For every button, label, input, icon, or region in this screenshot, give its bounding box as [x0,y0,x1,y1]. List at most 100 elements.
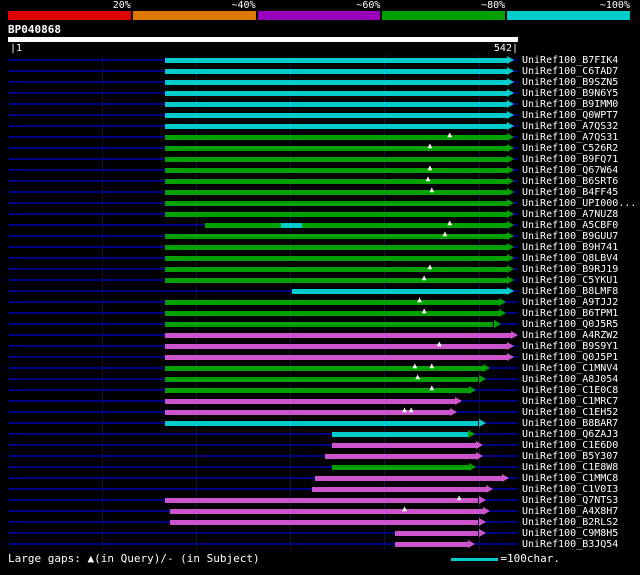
alignment-row: ▲ UniRef100_C1E0C8 [0,383,640,396]
hit-label[interactable]: UniRef100_B4FF45 [522,187,619,198]
hit-label[interactable]: UniRef100_C1E0C8 [522,385,619,396]
hit-bar[interactable] [165,355,507,360]
hit-bar[interactable] [169,520,479,525]
hit-bar[interactable] [165,366,484,371]
hit-label[interactable]: UniRef100_A8J054 [522,374,619,385]
hit-arrowhead-icon [468,430,476,438]
hit-bar[interactable] [165,113,507,118]
hit-bar[interactable] [165,256,507,261]
hit-bar[interactable] [165,135,507,140]
hit-bar[interactable] [325,454,476,459]
hit-bar[interactable] [165,124,507,129]
hit-bar[interactable] [204,223,281,228]
hit-label[interactable]: UniRef100_B9IMM0 [522,99,619,110]
hit-bar[interactable] [165,498,479,503]
hit-label[interactable]: UniRef100_C1E6D0 [522,440,619,451]
hit-label[interactable]: UniRef100_C526R2 [522,143,619,154]
hit-bar[interactable] [165,201,507,206]
hit-bar[interactable] [165,322,494,327]
hit-label[interactable]: UniRef100_A7QS32 [522,121,619,132]
hit-bar[interactable] [331,432,469,437]
gap-marker-icon: ▲ [429,383,435,392]
hit-bar[interactable] [165,311,500,316]
hit-label[interactable]: UniRef100_C1V0I3 [522,484,619,495]
hit-bar[interactable] [292,289,507,294]
hit-bar[interactable] [165,388,469,393]
hit-bar[interactable] [165,377,479,382]
hit-label[interactable]: UniRef100_C9M8H5 [522,528,619,539]
hit-bar[interactable] [165,58,507,63]
hit-label[interactable]: UniRef100_A4X8H7 [522,506,619,517]
hit-bar[interactable] [165,421,479,426]
hit-label[interactable]: UniRef100_Q0J5R5 [522,319,619,330]
hit-label[interactable]: UniRef100_Q8LBV4 [522,253,619,264]
hit-label[interactable]: UniRef100_B6SRT6 [522,176,619,187]
hit-bar[interactable] [165,399,455,404]
hit-bar[interactable] [331,443,476,448]
hit-label[interactable]: UniRef100_A4RZW2 [522,330,619,341]
hit-label[interactable]: UniRef100_C1E8W8 [522,462,619,473]
hit-label[interactable]: UniRef100_B9FQ71 [522,154,619,165]
hit-label[interactable]: UniRef100_B5Y307 [522,451,619,462]
hit-label[interactable]: UniRef100_C1EH52 [522,407,619,418]
hit-bar[interactable] [165,300,500,305]
hit-bar[interactable] [165,91,507,96]
hit-label[interactable]: UniRef100_B9H741 [522,242,619,253]
hit-bar[interactable] [331,465,470,470]
alignment-row: UniRef100_B2RLS2 [0,517,640,528]
hit-bar[interactable] [165,102,507,107]
hit-bar[interactable] [165,190,507,195]
hit-label[interactable]: UniRef100_Q7NTS3 [522,495,619,506]
hit-label[interactable]: UniRef100_Q0J5P1 [522,352,619,363]
alignment-row: ▲ UniRef100_B9GUU7 [0,229,640,242]
hit-bar[interactable] [311,487,486,492]
hit-label[interactable]: UniRef100_Q67W64 [522,165,619,176]
hit-bar[interactable] [165,267,507,272]
hit-label[interactable]: UniRef100_B7FIK4 [522,55,619,66]
hit-bar[interactable] [165,157,507,162]
hit-bar[interactable] [165,179,507,184]
hit-label[interactable]: UniRef100_Q6ZAJ3 [522,429,619,440]
hit-label[interactable]: UniRef100_B3JQ54 [522,539,619,550]
hit-label[interactable]: UniRef100_C6TAD7 [522,66,619,77]
hit-label[interactable]: UniRef100_UPI000... [522,198,637,209]
hit-label[interactable]: UniRef100_A7NUZ8 [522,209,619,220]
hit-bar[interactable] [165,234,507,239]
hit-label[interactable]: UniRef100_C5YKU1 [522,275,619,286]
hit-bar[interactable] [169,509,484,514]
hit-arrowhead-icon [506,56,514,64]
hit-label[interactable]: UniRef100_B2RLS2 [522,517,619,528]
hit-label[interactable]: UniRef100_B9SZN5 [522,77,619,88]
hit-bar[interactable] [165,278,507,283]
hit-label[interactable]: UniRef100_B9RJ19 [522,264,619,275]
hit-label[interactable]: UniRef100_B9GUU7 [522,231,619,242]
hit-label[interactable]: UniRef100_B8LMF8 [522,286,619,297]
hit-bar[interactable] [165,344,507,349]
hit-bar[interactable] [165,80,507,85]
hit-label[interactable]: UniRef100_B9S9Y1 [522,341,619,352]
hit-bar[interactable] [165,69,507,74]
hit-label[interactable]: UniRef100_B9N6Y5 [522,88,619,99]
hit-bar[interactable] [165,146,507,151]
hit-bar[interactable] [394,531,479,536]
hit-arrowhead-icon [506,100,514,108]
hit-label[interactable]: UniRef100_C1MNV4 [522,363,619,374]
hit-bar[interactable] [394,542,469,547]
hit-bar[interactable] [301,223,507,228]
hit-arrowhead-icon [506,221,514,229]
hit-label[interactable]: UniRef100_A7QS31 [522,132,619,143]
hit-bar[interactable] [165,212,507,217]
hit-bar[interactable] [165,333,512,338]
hit-label[interactable]: UniRef100_Q0WPT7 [522,110,619,121]
hit-label[interactable]: UniRef100_A5CBF0 [522,220,619,231]
hit-label[interactable]: UniRef100_C1MMC8 [522,473,619,484]
hit-label[interactable]: UniRef100_C1MRC7 [522,396,619,407]
hit-bar[interactable] [280,223,302,228]
hit-label[interactable]: UniRef100_B6TPM1 [522,308,619,319]
hit-bar[interactable] [165,245,507,250]
hit-bar[interactable] [165,168,507,173]
hit-bar[interactable] [165,410,451,415]
hit-label[interactable]: UniRef100_A9TJJ2 [522,297,619,308]
hit-bar[interactable] [314,476,503,481]
hit-label[interactable]: UniRef100_B8BAR7 [522,418,619,429]
